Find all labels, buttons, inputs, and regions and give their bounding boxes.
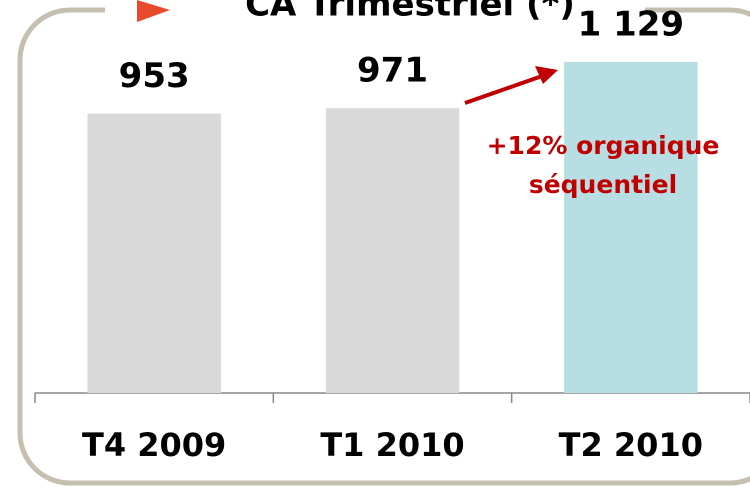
bar — [564, 61, 698, 394]
title-bullet — [137, 0, 170, 22]
chart-title: CA Trimestriel (*) — [245, 0, 575, 25]
annotation: séquentiel — [529, 170, 677, 199]
value-label: 1 129 — [578, 4, 684, 44]
arrow — [464, 73, 546, 105]
x-tick-label: T4 2009 — [82, 426, 226, 464]
arrow-head — [535, 66, 558, 84]
value-label: 971 — [357, 51, 428, 91]
title-background — [105, 0, 645, 26]
x-tick-label: T2 2010 — [559, 426, 703, 464]
value-label: 953 — [119, 56, 190, 96]
bar — [325, 108, 460, 393]
bar — [87, 113, 221, 393]
x-tick-label: T1 2010 — [320, 426, 464, 464]
annotation: +12% organique — [487, 131, 720, 160]
